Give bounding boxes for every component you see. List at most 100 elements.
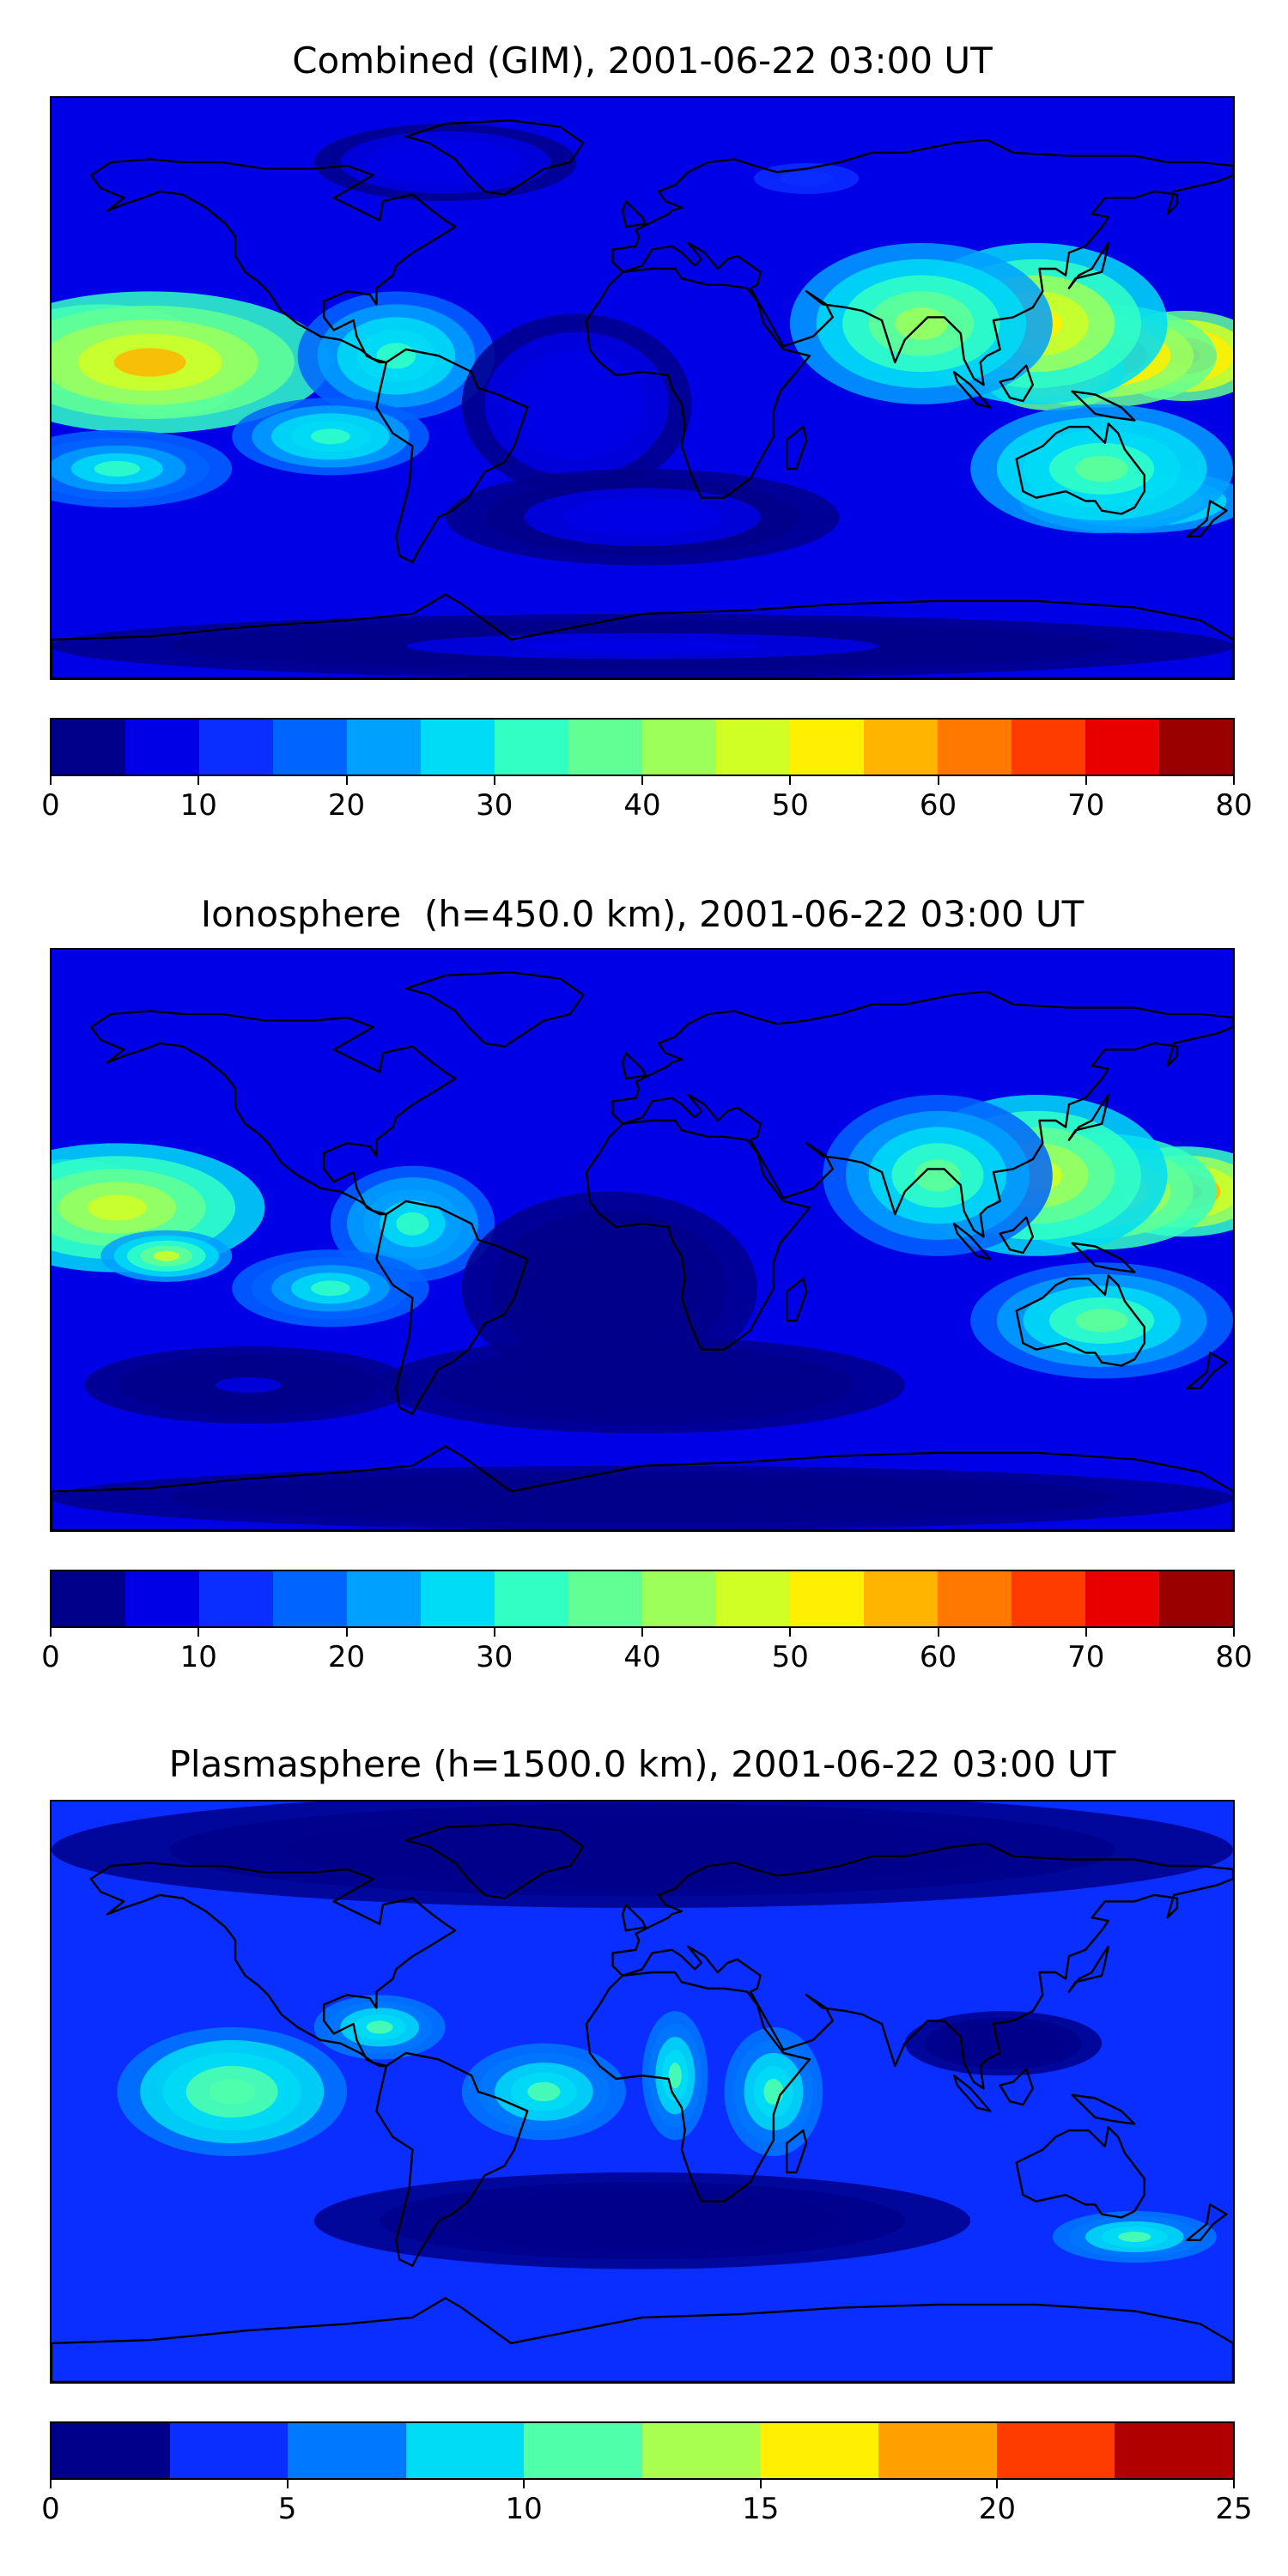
new-guinea-coastline [1071, 390, 1136, 422]
sumatra-coastline [952, 1223, 992, 1261]
field-blob-10 [313, 2172, 971, 2269]
field-contour-3-5 [209, 2078, 255, 2105]
field-contour-5-5 [668, 2063, 682, 2089]
field-blob-18 [52, 613, 1233, 678]
greenland-coastline [404, 971, 585, 1048]
colorbar-segment-twelfth [864, 720, 938, 775]
field-contour-14-5 [524, 1491, 761, 1504]
field-blob-5 [642, 2011, 708, 2141]
colorbar-tick-mark [493, 776, 495, 785]
field-contour-6-5 [763, 2078, 784, 2105]
field-blob-8 [1052, 2210, 1217, 2263]
colorbar-segment-third [199, 720, 273, 775]
colorbar-tick-label: 10 [505, 2492, 543, 2526]
uk-coastline [621, 1052, 647, 1080]
new-guinea-coastline [1071, 2093, 1136, 2125]
field-contour-13-5 [216, 1376, 282, 1394]
colorbar-tick-mark [50, 776, 52, 785]
field-contour-4-5 [527, 2081, 561, 2102]
colorbar-segment-fifteenth [1085, 720, 1159, 775]
japan-coastline [1067, 1093, 1109, 1141]
colorbar-tick-mark [50, 1628, 52, 1637]
eurasia-coastline [611, 138, 1233, 386]
field-blob-15 [445, 468, 840, 566]
colorbar-tick-mark [286, 2480, 289, 2488]
colorbar-tick-label: 5 [277, 2492, 297, 2526]
plasmasphere-map [50, 1800, 1235, 2384]
colorbar-segment-second [125, 720, 199, 775]
colorbar-segment-sixteenth [1159, 1571, 1233, 1626]
field-blob-14 [461, 313, 692, 495]
south-america-coastline [375, 348, 529, 563]
africa-coastline [585, 1971, 811, 2202]
ionosphere-map-svg [52, 950, 1233, 1530]
colorbar-segment-fourth [273, 720, 347, 775]
field-blob-10 [232, 1249, 429, 1327]
plasmasphere-map-svg [52, 1801, 1233, 2382]
uk-coastline [621, 200, 647, 228]
colorbar-segment-ninth [996, 2423, 1115, 2478]
field-contour-10-5 [310, 1280, 350, 1297]
uk-coastline [621, 1904, 647, 1932]
eurasia-coastline [611, 1842, 1233, 2090]
field-blob-14 [52, 1465, 1233, 1530]
colorbar-tick-mark [641, 1628, 643, 1637]
ionosphere-map [50, 948, 1235, 1532]
colorbar-segment-fifth [524, 2423, 642, 2478]
field-contour-11-5 [524, 1838, 761, 1862]
colorbar-tick-label: 25 [1215, 2492, 1253, 2526]
field-contour-16-5 [780, 170, 833, 186]
coastlines [52, 1823, 1233, 2382]
antarctica-coastline [52, 1445, 1233, 1530]
colorbar-tick-label: 30 [476, 1640, 513, 1674]
colorbar-tick-label: 10 [179, 1640, 217, 1674]
colorbar-segment-eighth [878, 2423, 997, 2478]
field-contour-7-5 [1075, 1309, 1128, 1333]
coastlines [52, 971, 1233, 1530]
combined-colorbar [50, 718, 1235, 776]
colorbar-segment-ninth [642, 720, 716, 775]
field-contour-3-5 [153, 1250, 180, 1261]
madagascar-coastline [786, 1277, 808, 1322]
colorbar-segment-eighth [568, 720, 642, 775]
field-contour-9-5 [983, 2037, 1024, 2050]
field-contour-9-5 [396, 1212, 429, 1236]
colorbar-segment-third [288, 2423, 406, 2478]
colorbar-segment-first [52, 720, 125, 775]
colorbar-segment-ninth [642, 1571, 716, 1626]
colorbar-tick-label: 70 [1067, 1640, 1105, 1674]
colorbar-tick-label: 50 [771, 788, 809, 823]
field-blob-12 [380, 1336, 905, 1434]
colorbar-segment-seventh [760, 2423, 879, 2478]
madagascar-coastline [786, 425, 808, 471]
borneo-coastline [999, 1216, 1034, 1255]
field-blob-12 [232, 398, 429, 476]
eurasia-coastline [611, 990, 1233, 1238]
colorbar-tick-mark [523, 2480, 526, 2488]
colorbar-segment-fifth [347, 1571, 421, 1626]
coastlines [52, 119, 1233, 678]
japan-coastline [1067, 1945, 1109, 1993]
field-contour-8-5 [914, 1159, 961, 1192]
colorbar-segment-seventh [495, 720, 568, 775]
colorbar-tick-mark [789, 776, 792, 785]
plasmasphere-colorbar-ticks: 0 5 10 15 20 25 [41, 2480, 1253, 2526]
field-blob-3 [117, 2026, 347, 2157]
colorbar-tick-label: 0 [41, 1640, 60, 1674]
colorbar-tick-label: 80 [1215, 788, 1253, 823]
colorbar-segment-twelfth [864, 1571, 938, 1626]
ionosphere-colorbar-ticks: 0 10 20 30 40 50 60 70 80 [41, 1628, 1253, 1674]
south-america-coastline [375, 1200, 529, 1415]
australia-coastline [1015, 2126, 1145, 2219]
colorbar-segment-second [169, 2423, 289, 2478]
field-contour-17-5 [419, 155, 472, 171]
colorbar-segment-sixth [641, 2423, 761, 2478]
colorbar-segment-fifteenth [1085, 1571, 1159, 1626]
colorbar-segment-eleventh [790, 1571, 864, 1626]
field-blob-8 [823, 1095, 1053, 1256]
colorbar-segment-fourteenth [1012, 720, 1085, 775]
colorbar-tick-label: 40 [623, 788, 661, 823]
colorbar-tick-label: 40 [623, 1640, 661, 1674]
field-blob-11 [461, 1191, 757, 1385]
colorbar-tick-mark [641, 776, 643, 785]
